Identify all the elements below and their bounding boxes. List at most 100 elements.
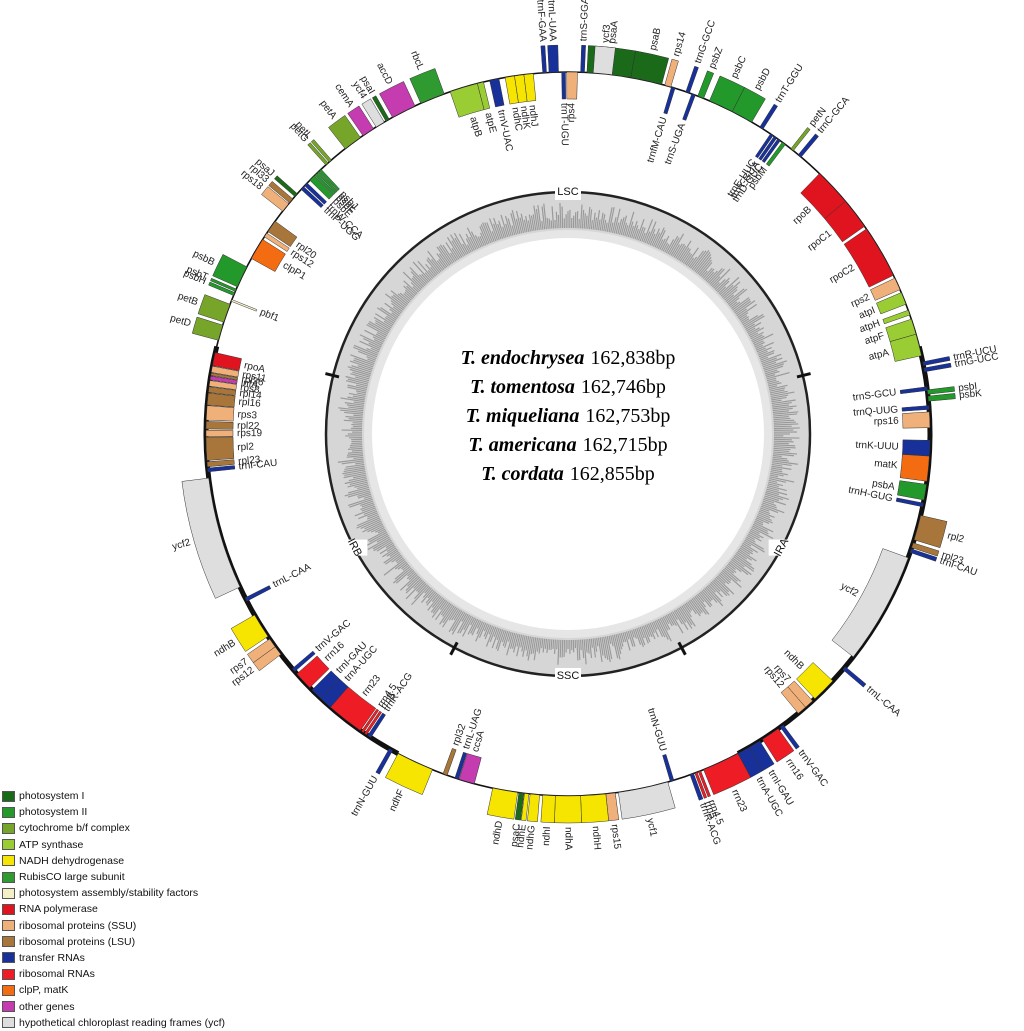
gene-matK [900,454,929,481]
gc-spike [581,640,582,651]
gc-spike [558,215,559,228]
gene-label: trnS-GGA [578,0,591,42]
gene-trnL-CAA [245,586,271,602]
legend-item: clpP, matK [2,982,262,998]
gene-ycf2 [832,549,908,657]
gc-spike [774,428,800,429]
legend-swatch [2,855,15,866]
region-label-ssc: SSC [557,670,580,682]
legend-item: photosystem assembly/stability factors [2,885,262,901]
gene-label: ycf2 [839,581,861,600]
legend-item: hypothetical chloroplast reading frames … [2,1015,262,1031]
gc-spike [353,415,362,416]
gene-trnL-CAA [843,667,866,687]
gene-ycf3 [593,46,615,75]
legend-item: other genes [2,998,262,1014]
gene-trnQ-UUG [902,406,929,412]
gene-label: psbK [959,388,983,401]
legend-item: transfer RNAs [2,950,262,966]
legend-label: other genes [19,1001,74,1013]
gene-rps4 [567,72,578,99]
gene-label: trnS-GCU [852,387,897,403]
gene-trnT-UGU [562,72,566,99]
gene-label: psbB [191,249,217,269]
legend-swatch [2,969,15,980]
gene-rbcL [410,68,444,103]
legend-item: cytochrome b/f complex [2,820,262,836]
legend-label: NADH dehydrogenase [19,855,124,867]
gene-label: ndhJ [526,104,539,127]
region-label-lsc: LSC [557,186,578,198]
legend-label: transfer RNAs [19,952,85,964]
legend-swatch [2,920,15,931]
gc-spike [577,211,578,228]
legend-swatch [2,807,15,818]
gene-label: rpl2 [946,531,965,546]
gene-ndhD [487,788,517,819]
legend-swatch [2,872,15,883]
gene-label: trnN-GUU [645,707,668,753]
legend-item: ribosomal proteins (LSU) [2,934,262,950]
gc-spike [575,212,576,228]
gene-label: atpB [467,115,484,138]
legend-item: ribosomal proteins (SSU) [2,918,262,934]
gene-trnF-GAA [541,46,547,73]
species-genome-size: T. tomentosa 162,746bp [470,376,666,398]
legend-label: cytochrome b/f complex [19,822,130,834]
legend-label: photosystem I [19,790,84,802]
gene-rpl32 [443,748,456,775]
gene-trnS-GCU [900,387,927,394]
legend-swatch [2,888,15,899]
gene-label: pbf1 [258,307,281,325]
legend-label: ribosomal proteins (SSU) [19,920,136,932]
gc-spike [553,639,554,648]
gene-trnN-GUU [663,754,674,781]
legend-label: ribosomal RNAs [19,968,95,980]
legend-item: NADH dehydrogenase [2,853,262,869]
gc-spike [774,441,794,442]
gc-spike [562,206,563,228]
gene-label: trnL-CAA [271,562,313,591]
gene-ycf2 [182,478,240,598]
gc-spike [353,423,363,424]
legend-label: hypothetical chloroplast reading frames … [19,1017,225,1029]
gene-rps19 [206,430,233,436]
gene-label: rrn23 [360,673,383,699]
gene-label: ycf3 [600,24,613,44]
legend-swatch [2,823,15,834]
genome-size: 162,746bp [581,376,666,398]
gene-label: rps16 [874,416,900,428]
gc-spike [560,640,561,657]
genome-size: 162,715bp [583,434,668,456]
gene-psbI [927,387,954,395]
gene-label: rpl22 [237,421,260,433]
gene-label: trnL-UAA [545,0,558,42]
gene-label: psbC [729,54,749,80]
gc-spike [774,426,792,427]
gene-ndhI [541,795,556,823]
gene-ndhG [527,794,539,822]
legend-label: ribosomal proteins (LSU) [19,936,135,948]
gc-spike [352,450,363,451]
gc-spike [551,639,552,650]
gene-label: trnN-GUU [349,774,380,818]
gene-ndhA [554,796,581,823]
gene-label: atpA [868,347,891,363]
gene-rpl20 [268,221,297,246]
gene-trnL-UAA [548,45,559,72]
gene-label: trnT-GGU [773,62,805,105]
legend-item: RubisCO large subunit [2,869,262,885]
species-name: T. americana [468,434,576,456]
species-name: T. tomentosa [470,376,575,398]
gene-label: rpl2 [237,442,255,454]
gene-label: rpoC2 [828,262,857,285]
gene-label: ndhH [590,826,603,851]
genome-size: 162,838bp [590,347,675,369]
legend-swatch [2,791,15,802]
legend-swatch [2,1001,15,1012]
legend-item: ATP synthase [2,837,262,853]
legend-label: RNA polymerase [19,903,98,915]
gene-label: ndhD [490,820,505,845]
legend-swatch [2,952,15,963]
gene-rpoC2 [844,229,893,287]
